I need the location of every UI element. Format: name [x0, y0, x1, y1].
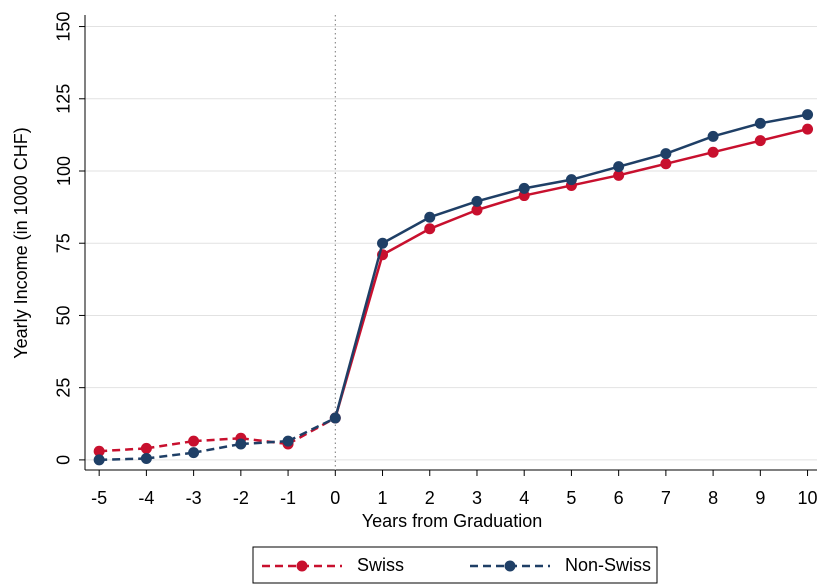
line-segment [287, 416, 336, 443]
line-segment [240, 439, 289, 446]
line-segment [523, 184, 572, 197]
x-tick-label: 6 [614, 488, 624, 508]
point [660, 158, 672, 170]
x-tick-label: 10 [798, 488, 817, 508]
line-segment [240, 436, 289, 446]
y-tick-label: 100 [54, 156, 74, 186]
point [235, 438, 247, 450]
y-axis-label: Yearly Income (in 1000 CHF) [11, 127, 31, 358]
line-segment [618, 162, 667, 177]
x-tick-label: 2 [425, 488, 435, 508]
point [471, 204, 483, 216]
x-tick-label: 7 [661, 488, 671, 508]
line-segment [571, 174, 619, 187]
line-segment [523, 178, 572, 190]
point [754, 135, 766, 147]
x-tick-label: -5 [91, 488, 107, 508]
point [188, 447, 200, 459]
point [613, 169, 625, 181]
point [282, 435, 294, 447]
x-axis-label: Years from Graduation [362, 511, 542, 531]
x-tick-label: 4 [519, 488, 529, 508]
line-segment [712, 139, 761, 154]
x-tick-label: -3 [186, 488, 202, 508]
line-segment [193, 442, 242, 454]
line-segment [665, 135, 714, 155]
line-segment [193, 436, 241, 443]
x-tick-label: 0 [330, 488, 340, 508]
x-tick-label: -4 [138, 488, 154, 508]
line-segment [381, 216, 431, 245]
legend-marker [504, 560, 516, 572]
y-tick-label: 25 [54, 378, 74, 398]
x-tick-label: 5 [566, 488, 576, 508]
point [188, 435, 200, 447]
y-tick-label: 125 [54, 84, 74, 114]
point [93, 445, 105, 457]
line-segment [429, 208, 478, 230]
point [613, 161, 625, 173]
legend-marker [296, 560, 308, 572]
line-segment [665, 151, 714, 165]
point [93, 454, 105, 466]
point [424, 223, 436, 235]
legend-label: Swiss [357, 555, 404, 575]
point [518, 182, 530, 194]
point [565, 174, 577, 186]
line-segment [476, 187, 525, 203]
point [377, 237, 389, 249]
point [660, 148, 672, 160]
point [140, 452, 152, 464]
line-segment [760, 127, 808, 142]
x-tick-label: 1 [378, 488, 388, 508]
point [802, 109, 814, 121]
x-tick-label: 8 [708, 488, 718, 508]
y-tick-label: 50 [54, 305, 74, 325]
point [471, 195, 483, 207]
point [140, 442, 152, 454]
line-segment [146, 439, 194, 450]
point [424, 211, 436, 223]
line-segment [99, 447, 147, 453]
line-segment [146, 451, 194, 460]
line-segment [712, 122, 761, 138]
line-segment [381, 227, 431, 256]
point [802, 123, 814, 135]
line-segment [618, 152, 667, 168]
line-segment [476, 194, 525, 212]
point [329, 412, 341, 424]
legend-label: Non-Swiss [565, 555, 651, 575]
x-tick-label: -1 [280, 488, 296, 508]
line-segment [429, 200, 478, 219]
line-segment [334, 242, 384, 419]
y-tick-label: 150 [54, 12, 74, 42]
point [707, 130, 719, 142]
y-tick-label: 0 [54, 455, 74, 465]
x-tick-label: -2 [233, 488, 249, 508]
x-tick-label: 3 [472, 488, 482, 508]
point [754, 117, 766, 129]
line-segment [760, 113, 808, 125]
x-tick-label: 9 [755, 488, 765, 508]
point [707, 146, 719, 158]
line-segment [571, 165, 619, 181]
line-segment [99, 457, 147, 462]
y-tick-label: 75 [54, 233, 74, 253]
